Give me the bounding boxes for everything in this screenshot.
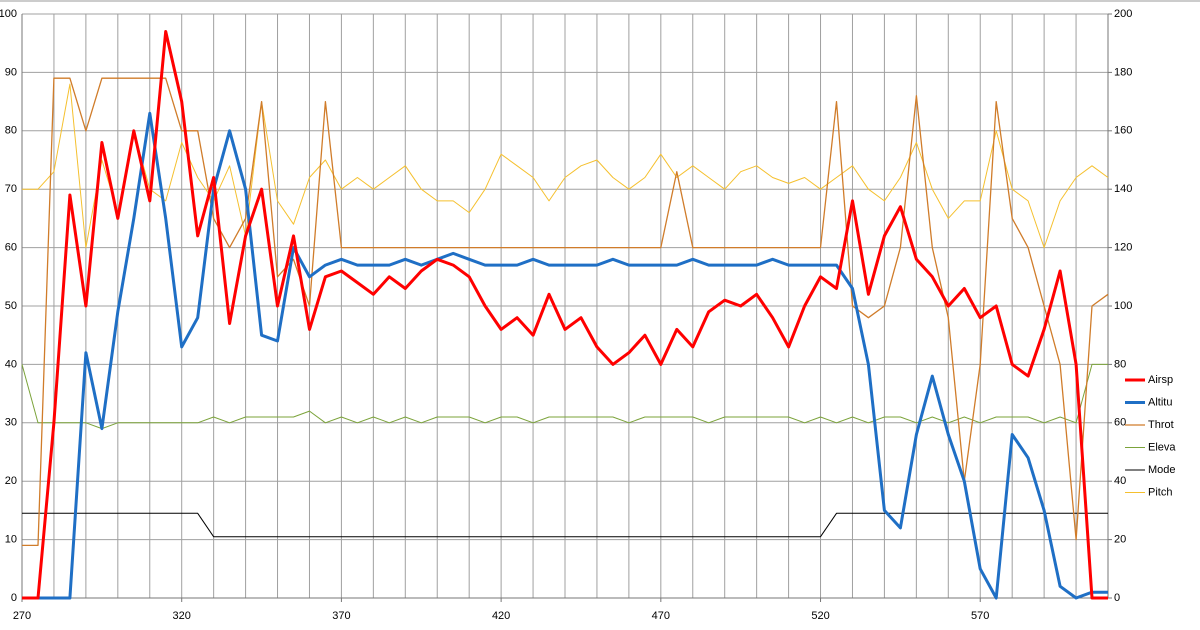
series-line (22, 512, 1108, 538)
series-line (22, 30, 1108, 600)
y-tick-label: 80 (5, 125, 17, 137)
y2-tick-label: 80 (1114, 358, 1126, 370)
y-tick-label: 100 (0, 8, 17, 20)
legend-label: Mode (1148, 464, 1176, 476)
y2-tick-label: 160 (1114, 125, 1132, 137)
x-tick-label: 370 (332, 610, 350, 622)
series-line (22, 111, 1108, 600)
legend-label: Airsp (1148, 374, 1173, 386)
legend-label: Altitu (1148, 396, 1172, 408)
x-tick-label: 570 (971, 610, 989, 622)
legend-label: Pitch (1148, 486, 1172, 498)
legend-label: Throt (1148, 419, 1174, 431)
y-tick-label: 10 (5, 534, 17, 546)
y2-tick-label: 180 (1114, 66, 1132, 78)
x-tick-label: 320 (173, 610, 191, 622)
x-tick-label: 270 (13, 610, 31, 622)
y-tick-label: 40 (5, 358, 17, 370)
y2-tick-label: 20 (1114, 534, 1126, 546)
y-tick-label: 90 (5, 66, 17, 78)
y-tick-label: 20 (5, 475, 17, 487)
x-tick-label: 470 (652, 610, 670, 622)
y-tick-label: 30 (5, 417, 17, 429)
y2-tick-label: 0 (1114, 592, 1120, 604)
y-tick-label: 0 (11, 592, 17, 604)
series-line (22, 77, 1109, 547)
y2-tick-label: 140 (1114, 183, 1132, 195)
series-line (22, 83, 1109, 249)
x-tick-label: 520 (811, 610, 829, 622)
y2-tick-label: 60 (1114, 417, 1126, 429)
y-tick-label: 70 (5, 183, 17, 195)
y2-tick-label: 40 (1114, 475, 1126, 487)
y2-tick-label: 120 (1114, 242, 1132, 254)
y2-tick-label: 100 (1114, 300, 1132, 312)
series-line (21, 363, 1108, 430)
y-tick-label: 60 (5, 242, 17, 254)
legend-label: Eleva (1148, 441, 1176, 453)
y-tick-label: 50 (5, 300, 17, 312)
x-tick-label: 420 (492, 610, 510, 622)
y2-tick-label: 200 (1114, 8, 1132, 20)
